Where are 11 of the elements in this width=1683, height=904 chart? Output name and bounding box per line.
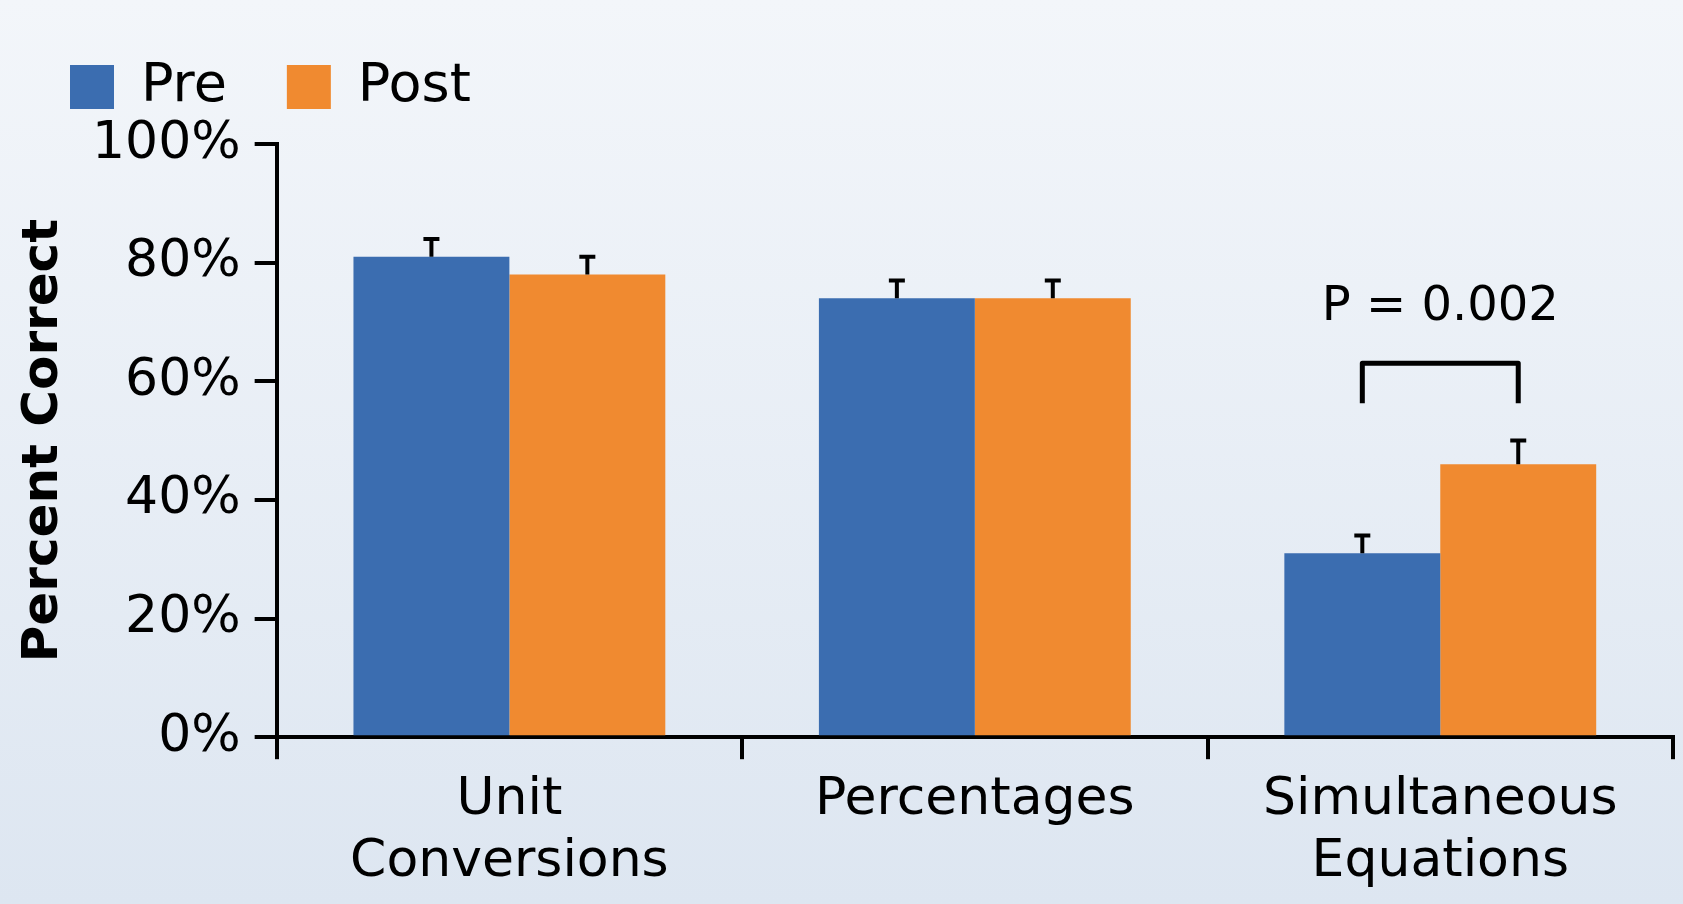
- y-tick-label: 40%: [125, 465, 241, 526]
- y-tick-label: 80%: [125, 228, 241, 289]
- x-tick-label: Simultaneous Equations: [1262, 765, 1618, 889]
- legend-label: Post: [357, 51, 471, 115]
- y-axis-title: Percent Correct: [10, 218, 69, 663]
- y-tick-label: 20%: [125, 584, 241, 645]
- x-tick-label: Unit Conversions: [350, 765, 669, 889]
- x-tick-label: Percentages: [815, 765, 1135, 826]
- y-tick-label: 60%: [125, 346, 241, 407]
- annotation: P = 0.002: [1321, 274, 1559, 331]
- y-tick-label: 0%: [158, 702, 241, 763]
